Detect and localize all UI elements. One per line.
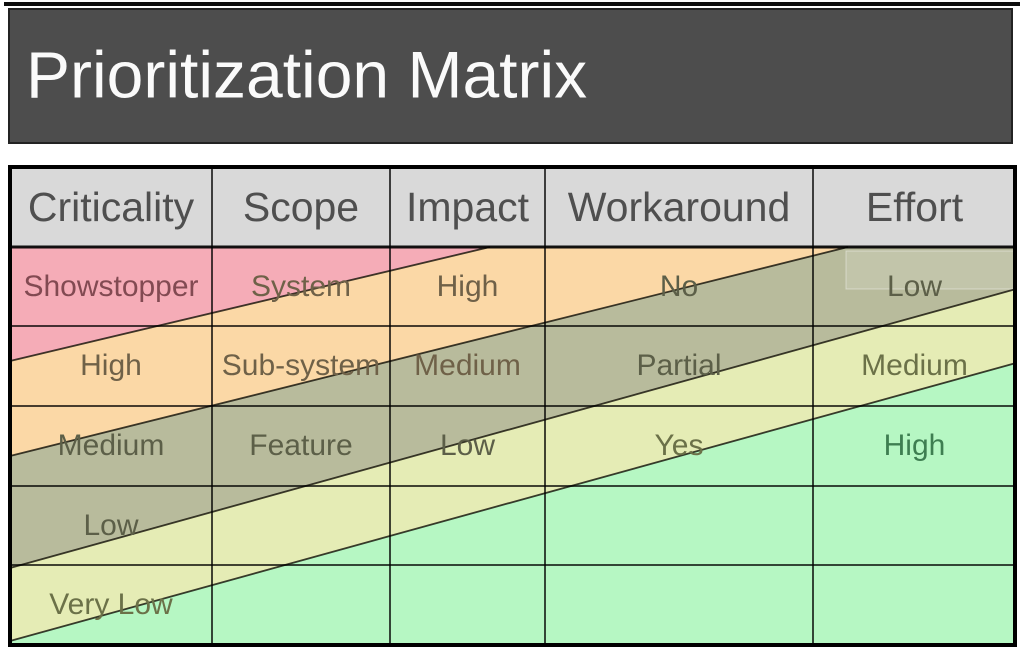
slide-title: Prioritization Matrix <box>26 37 588 112</box>
header-row-background <box>10 167 1016 247</box>
slide-top-border-line <box>4 2 1020 6</box>
prioritization-matrix-table: Criticality Scope Impact Workaround Effo… <box>8 165 1017 647</box>
title-banner: Prioritization Matrix <box>8 8 1013 144</box>
band-divider-line-2 <box>9 246 849 457</box>
priority-band-4-low <box>10 289 1016 641</box>
band-divider-line-3 <box>9 288 1017 569</box>
band-divider-line-4 <box>9 362 1017 642</box>
priority-band-3-medium <box>10 247 1016 568</box>
table-outer-border <box>8 165 1017 647</box>
effort-low-textbox-artifact <box>845 250 1015 290</box>
band-divider-line-1 <box>9 246 491 362</box>
priority-band-5-lowest <box>10 363 1016 645</box>
matrix-background <box>8 165 1017 647</box>
